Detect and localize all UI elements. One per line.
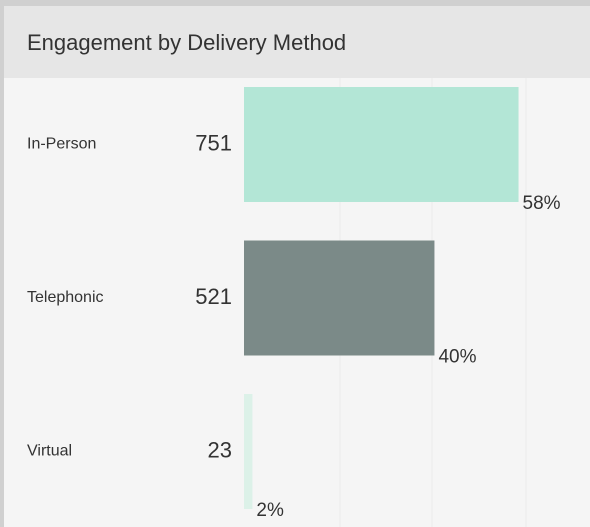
percent-label: 2% <box>256 500 284 521</box>
top-border <box>0 0 590 6</box>
category-label: In-Person <box>27 136 96 153</box>
value-label: 521 <box>195 284 232 309</box>
left-border <box>0 0 4 527</box>
percent-label: 40% <box>438 347 476 368</box>
category-label: Virtual <box>27 443 72 460</box>
chart-title: Engagement by Delivery Method <box>27 30 346 55</box>
category-label: Telephonic <box>27 289 104 306</box>
bar <box>244 240 435 356</box>
bar <box>244 394 253 509</box>
value-label: 23 <box>208 437 232 462</box>
percent-label: 58% <box>523 193 561 214</box>
bar <box>244 87 519 202</box>
title-bar <box>0 0 590 78</box>
value-label: 751 <box>195 130 232 155</box>
